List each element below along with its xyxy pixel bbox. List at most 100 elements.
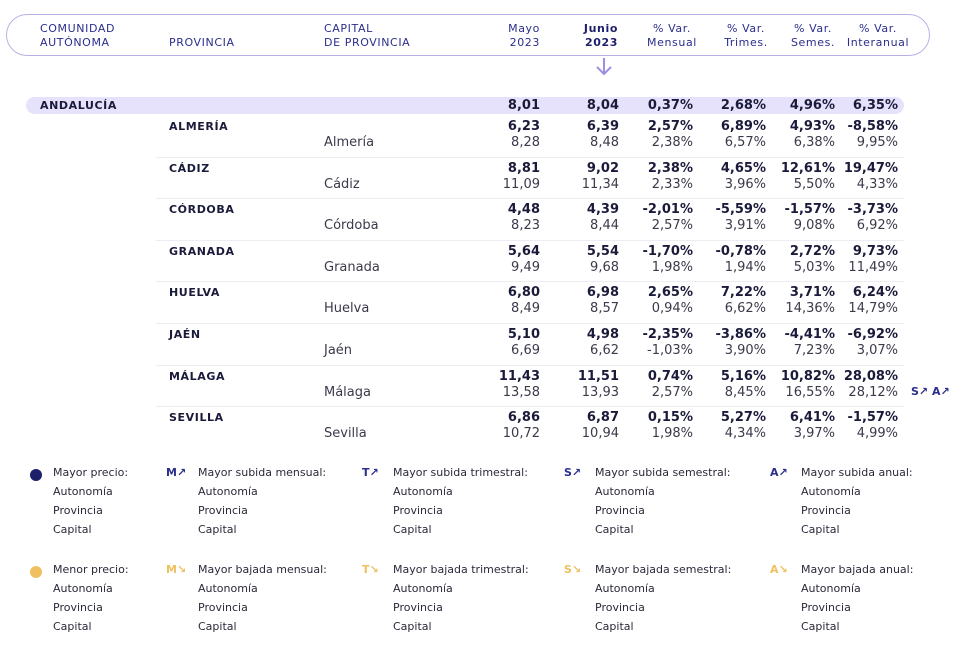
province-value: 9,73%	[852, 244, 898, 259]
legend-item: Mayor precio: Autonomía Provincia Capital	[53, 463, 128, 539]
legend-level: Provincia	[53, 504, 103, 517]
capital-value: 4,34%	[724, 426, 766, 441]
header-var-trimestral: % Var. Trimes.	[724, 22, 768, 49]
province-value: 5,16%	[720, 369, 766, 384]
legend-level: Autonomía	[801, 485, 861, 498]
capital-value: 14,36%	[785, 301, 835, 316]
legend-level: Autonomía	[801, 582, 861, 595]
region-value: 8,04	[586, 98, 619, 113]
province-value: 11,51	[577, 369, 619, 384]
row-divider	[156, 240, 904, 241]
capital-value: 7,23%	[793, 343, 835, 358]
capital-value: 1,98%	[651, 426, 693, 441]
row-divider	[156, 406, 904, 407]
province-value: -2,01%	[642, 202, 694, 217]
province-value: -3,86%	[715, 327, 767, 342]
capital-value: 3,97%	[793, 426, 835, 441]
region-value: 2,68%	[720, 98, 766, 113]
lowest-price-dot-icon	[30, 566, 42, 578]
capital-value: 9,95%	[856, 135, 898, 150]
malaga-badge: S↗ A↗	[911, 385, 950, 398]
capital-name: Huelva	[324, 301, 370, 316]
province-value: 2,38%	[647, 161, 693, 176]
province-value: -1,57%	[784, 202, 836, 217]
legend-level: Autonomía	[595, 582, 655, 595]
capital-value: 6,38%	[793, 135, 835, 150]
legend-title: Mayor bajada trimestral:	[393, 563, 529, 576]
capital-value: 2,38%	[651, 135, 693, 150]
legend-level: Capital	[801, 620, 840, 633]
province-value: 6,24%	[852, 285, 898, 300]
province-value: -2,35%	[642, 327, 694, 342]
legend-level: Provincia	[198, 504, 248, 517]
capital-value: 6,62%	[724, 301, 766, 316]
header-capital: CAPITAL DE PROVINCIA	[324, 22, 411, 49]
legend-level: Autonomía	[393, 485, 453, 498]
province-value: 6,98	[586, 285, 619, 300]
province-value: -5,59%	[715, 202, 767, 217]
capital-value: 8,45%	[724, 385, 766, 400]
region-value: 0,37%	[647, 98, 693, 113]
capital-value: 5,03%	[793, 260, 835, 275]
province-value: 3,71%	[789, 285, 835, 300]
province-value: 0,15%	[647, 410, 693, 425]
legend-item: Mayor subida semestral: Autonomía Provinci…	[595, 463, 731, 539]
legend-level: Provincia	[801, 504, 851, 517]
province-value: 2,57%	[647, 119, 693, 134]
capital-value: 3,96%	[724, 177, 766, 192]
capital-value: 6,62	[590, 343, 619, 358]
row-divider	[156, 157, 904, 158]
legend-title: Menor precio:	[53, 563, 129, 576]
province-value: 2,72%	[789, 244, 835, 259]
up-monthly-icon: M↗	[166, 466, 187, 479]
capital-value: 1,94%	[724, 260, 766, 275]
province-value: 4,48	[507, 202, 540, 217]
legend-item: Mayor bajada mensual: Autonomía Provincia C…	[198, 560, 327, 636]
province-name: GRANADA	[169, 245, 235, 258]
capital-value: 2,57%	[651, 385, 693, 400]
province-value: 6,23	[507, 119, 540, 134]
legend-level: Capital	[393, 620, 432, 633]
province-value: -4,41%	[784, 327, 836, 342]
row-divider	[156, 281, 904, 282]
legend-level: Provincia	[801, 601, 851, 614]
legend-level: Autonomía	[393, 582, 453, 595]
capital-value: 3,07%	[856, 343, 898, 358]
capital-name: Málaga	[324, 385, 371, 400]
legend-title: Mayor subida semestral:	[595, 466, 731, 479]
highest-price-dot-icon	[30, 469, 42, 481]
province-value: 5,27%	[720, 410, 766, 425]
legend-level: Capital	[801, 523, 840, 536]
capital-name: Córdoba	[324, 218, 379, 233]
province-value: 6,87	[586, 410, 619, 425]
legend-level: Provincia	[53, 601, 103, 614]
province-name: CÁDIZ	[169, 162, 210, 175]
province-value: -3,73%	[847, 202, 899, 217]
legend-title: Mayor bajada anual:	[801, 563, 914, 576]
capital-value: 11,09	[502, 177, 540, 192]
down-quarterly-icon: T↘	[362, 563, 379, 576]
province-value: 6,41%	[789, 410, 835, 425]
province-value: 19,47%	[843, 161, 898, 176]
province-value: 4,93%	[789, 119, 835, 134]
capital-value: 2,57%	[651, 218, 693, 233]
province-name: CÓRDOBA	[169, 203, 235, 216]
legend-item: Mayor bajada anual: Autonomía Provincia Cap…	[801, 560, 913, 636]
region-value: 8,01	[507, 98, 540, 113]
province-value: 0,74%	[647, 369, 693, 384]
legend-level: Autonomía	[595, 485, 655, 498]
capital-value: 13,58	[502, 385, 540, 400]
legend-level: Capital	[53, 620, 92, 633]
legend-level: Autonomía	[198, 485, 258, 498]
province-value: 9,02	[586, 161, 619, 176]
capital-value: 9,68	[590, 260, 619, 275]
legend-item: Mayor subida anual: Autonomía Provincia Cap…	[801, 463, 913, 539]
down-semester-icon: S↘	[564, 563, 582, 576]
legend-level: Capital	[53, 523, 92, 536]
province-value: 10,82%	[780, 369, 835, 384]
legend-level: Autonomía	[53, 485, 113, 498]
legend-level: Autonomía	[198, 582, 258, 595]
legend-level: Capital	[595, 523, 634, 536]
province-value: 28,08%	[843, 369, 898, 384]
legend-level: Provincia	[595, 504, 645, 517]
